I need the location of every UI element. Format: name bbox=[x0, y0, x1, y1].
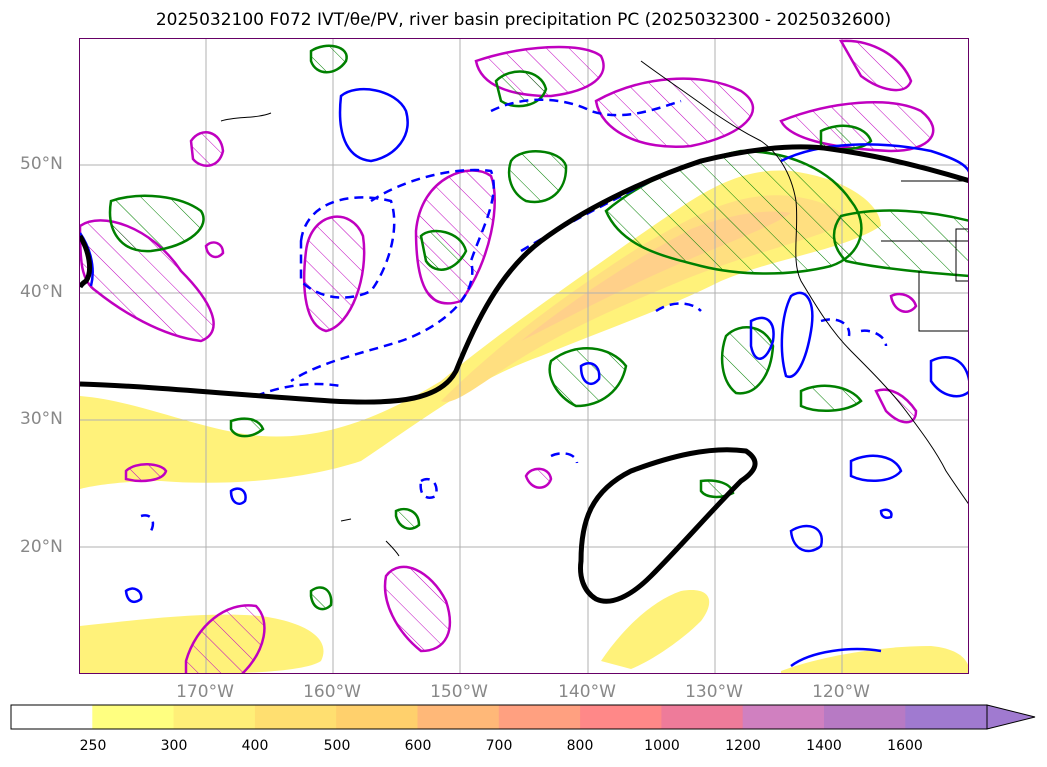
map-panel[interactable] bbox=[79, 38, 969, 674]
lon-label-150w: 150°W bbox=[430, 682, 488, 702]
lat-label-50n: 50°N bbox=[20, 154, 63, 174]
colorbar-tick-1400: 1400 bbox=[806, 738, 842, 754]
colorbar-tick-500: 500 bbox=[323, 738, 351, 754]
colorbar-tick-1200: 1200 bbox=[725, 738, 761, 754]
colorbar-segment bbox=[498, 705, 581, 729]
colorbar-segment bbox=[580, 705, 662, 729]
theta-e-contours bbox=[80, 144, 968, 604]
colorbar-segment bbox=[824, 705, 906, 729]
colorbar-segment bbox=[173, 705, 256, 729]
lon-label-120w: 120°W bbox=[812, 682, 870, 702]
colorbar-tick-400: 400 bbox=[241, 738, 269, 754]
colorbar-extend-arrow bbox=[986, 704, 1036, 730]
lat-label-30n: 30°N bbox=[20, 409, 63, 429]
lon-label-130w: 130°W bbox=[685, 682, 743, 702]
colorbar-segment bbox=[661, 705, 744, 729]
colorbar-outline bbox=[10, 704, 988, 730]
colorbar-segment bbox=[92, 705, 175, 729]
map-canvas bbox=[80, 39, 968, 673]
colorbar-tick-700: 700 bbox=[485, 738, 513, 754]
colorbar-tick-1000: 1000 bbox=[644, 738, 680, 754]
colorbar-segment bbox=[11, 705, 93, 729]
ivt-colorbar bbox=[10, 704, 1036, 730]
colorbar-tick-1600: 1600 bbox=[887, 738, 923, 754]
colorbar-segment bbox=[417, 705, 500, 729]
map-title: 2025032100 F072 IVT/θe/PV, river basin p… bbox=[155, 10, 892, 30]
colorbar-segment bbox=[254, 705, 337, 729]
pv-positive-contours bbox=[80, 88, 968, 668]
colorbar-tick-250: 250 bbox=[79, 738, 107, 754]
precip-hatched-contours bbox=[80, 39, 935, 673]
coastlines bbox=[220, 60, 968, 557]
colorbar-segment bbox=[905, 705, 988, 729]
lon-label-170w: 170°W bbox=[176, 682, 234, 702]
lon-label-160w: 160°W bbox=[303, 682, 361, 702]
colorbar-segment bbox=[742, 705, 825, 729]
colorbar-tick-800: 800 bbox=[566, 738, 594, 754]
lon-label-140w: 140°W bbox=[558, 682, 616, 702]
colorbar-tick-600: 600 bbox=[404, 738, 432, 754]
colorbar-tick-300: 300 bbox=[160, 738, 188, 754]
lat-label-40n: 40°N bbox=[20, 282, 63, 302]
lat-label-20n: 20°N bbox=[20, 537, 63, 557]
colorbar-segment bbox=[336, 705, 418, 729]
